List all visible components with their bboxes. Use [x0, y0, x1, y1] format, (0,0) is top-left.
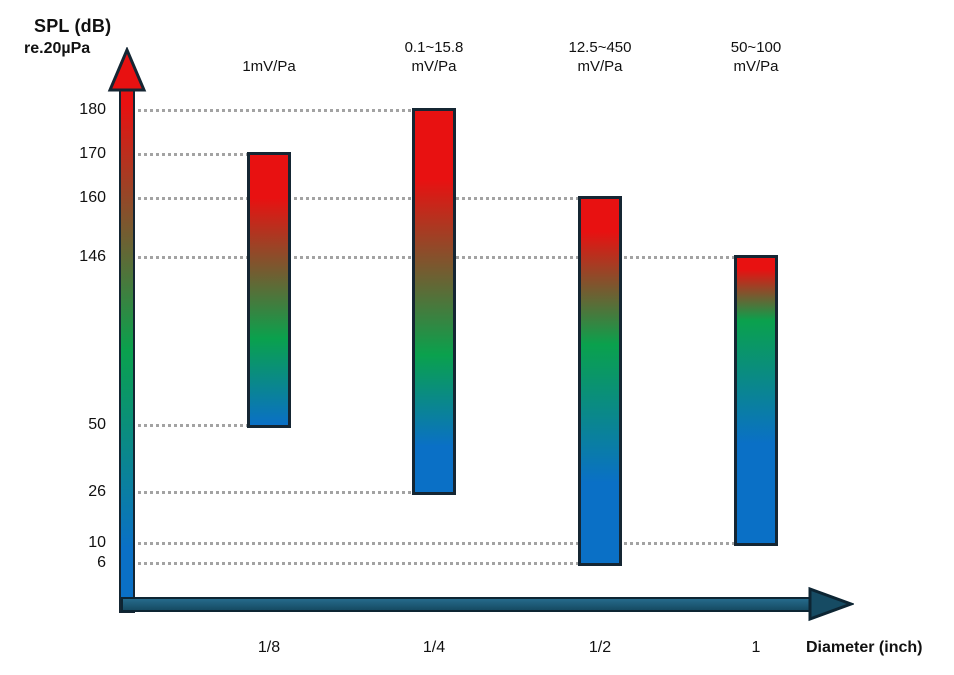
y-tick-label-180: 180: [79, 101, 106, 118]
y-axis-line: [119, 87, 135, 613]
y-axis-title-units: re.20µPa: [24, 40, 91, 57]
sensitivity-label-1-inch: 50~100 mV/Pa: [730, 39, 782, 75]
range-bar-1/2-inch: [578, 196, 622, 566]
y-tick-label-10: 10: [88, 534, 106, 551]
x-tick-label-1/2-inch: 1/2: [588, 639, 612, 656]
y-axis-arrow-icon: [107, 47, 147, 92]
y-axis-title: SPL (dB): [34, 16, 112, 36]
y-tick-label-50: 50: [88, 416, 106, 433]
y-tick-label-6: 6: [97, 554, 106, 571]
gridline-160db: [138, 197, 578, 200]
range-bar-1/4-inch: [412, 108, 456, 495]
y-tick-label-160: 160: [79, 189, 106, 206]
range-bar-1-inch: [734, 255, 778, 546]
sensitivity-label-1/8-inch: 1mV/Pa: [242, 58, 296, 75]
y-tick-label-26: 26: [88, 483, 106, 500]
x-axis-line: [121, 597, 812, 612]
y-tick-label-146: 146: [79, 248, 106, 265]
range-bar-1/8-inch: [247, 152, 291, 428]
gridline-180db: [138, 109, 412, 112]
x-tick-label-1-inch: 1: [751, 639, 761, 656]
x-tick-label-1/8-inch: 1/8: [257, 639, 281, 656]
gridline-26db: [138, 491, 412, 494]
x-axis-title: Diameter (inch): [806, 639, 923, 656]
y-tick-label-170: 170: [79, 145, 106, 162]
gridline-170db: [138, 153, 247, 156]
sensitivity-label-1/2-inch: 12.5~450 mV/Pa: [568, 39, 632, 75]
gridline-10db: [138, 542, 734, 545]
sensitivity-label-1/4-inch: 0.1~15.8 mV/Pa: [404, 39, 464, 75]
gridline-6db: [138, 562, 578, 565]
x-axis-arrow-icon: [808, 586, 854, 622]
x-tick-label-1/4-inch: 1/4: [422, 639, 446, 656]
gridline-50db: [138, 424, 247, 427]
